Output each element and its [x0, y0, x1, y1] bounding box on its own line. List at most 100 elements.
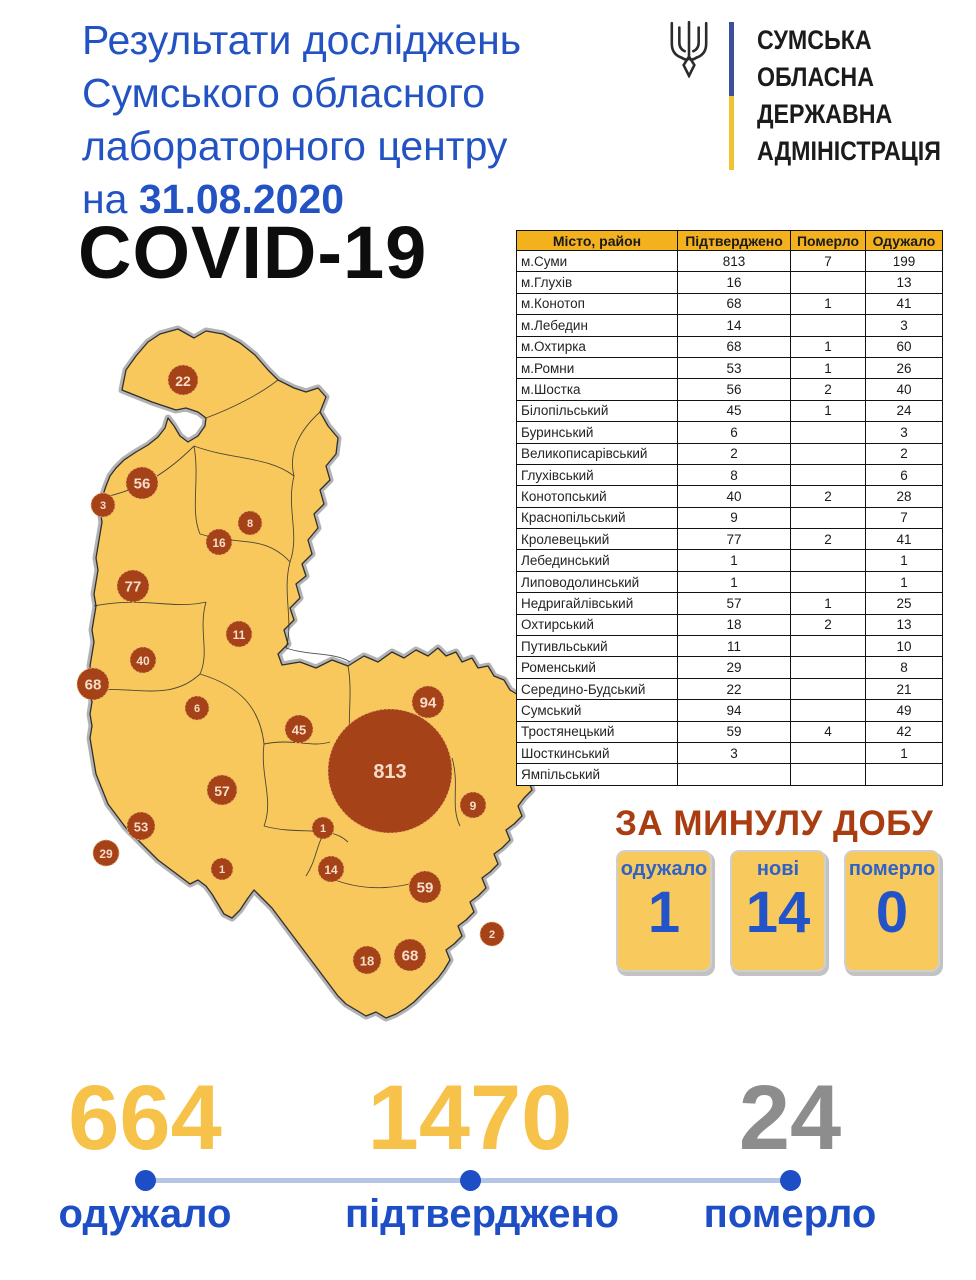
daily-card-value: 1	[647, 880, 681, 945]
table-cell-value: 1	[865, 741, 943, 765]
map-marker-circle	[459, 791, 487, 819]
table-cell-district: Буринський	[516, 421, 678, 444]
table-row: м.Суми 813 7 199	[516, 249, 943, 273]
table-cell-value: 6	[677, 421, 791, 444]
table-cell-value	[865, 763, 943, 786]
table-cell-value	[790, 635, 866, 658]
table-cell-value: 60	[865, 335, 943, 358]
map-marker-circle	[90, 492, 116, 518]
map-marker-circle	[205, 528, 233, 556]
table-cell-value	[790, 677, 866, 701]
map-marker-circle	[184, 695, 210, 721]
map-marker-value: 11	[233, 628, 246, 642]
table-cell-value: 1	[865, 549, 943, 572]
map-marker-circle	[352, 945, 382, 975]
table-row: Сумський 94 49	[516, 699, 943, 722]
table-cell-value: 13	[865, 613, 943, 637]
map-marker-value: 59	[417, 880, 434, 897]
table-row: Шосткинський 3 1	[516, 741, 943, 765]
table-cell-district: Ямпільський	[516, 763, 678, 786]
table-cell-value: 56	[677, 378, 791, 401]
date-prefix: на	[82, 176, 139, 222]
table-cell-district: Липоводолинський	[516, 570, 678, 594]
table-cell-value: 26	[865, 356, 943, 380]
table-cell-district: Охтирський	[516, 613, 678, 637]
covid-table: Місто, район Підтверджено Померло Одужал…	[516, 230, 943, 786]
map-marker-value: 77	[125, 579, 142, 596]
table-cell-value: 11	[677, 635, 791, 658]
table-cell-district: м.Лебедин	[516, 314, 678, 337]
table-cell-value	[677, 763, 791, 786]
table-cell-value: 41	[865, 528, 943, 551]
flag-bar-yellow	[729, 96, 734, 170]
table-cell-district: Конотопський	[516, 485, 678, 508]
map-marker-circle	[311, 816, 335, 840]
map-marker-circle	[479, 921, 505, 947]
map-marker-circle	[116, 569, 150, 603]
table-cell-district: Білопільський	[516, 399, 678, 423]
table-cell-value: 49	[865, 699, 943, 722]
org-line-1: СУМСЬКА	[757, 25, 872, 55]
table-cell-value	[790, 570, 866, 594]
table-header-died: Померло	[790, 230, 866, 251]
total-recovered-value: 664	[68, 1067, 222, 1169]
map-region-shape	[89, 328, 541, 1019]
table-cell-value: 28	[865, 485, 943, 508]
daily-card-label: померло	[848, 858, 936, 880]
table-cell-value: 94	[677, 699, 791, 722]
map-marker-circle	[206, 774, 238, 806]
table-cell-value: 68	[677, 335, 791, 358]
map-marker-value: 14	[324, 863, 338, 877]
table-header-district: Місто, район	[516, 230, 678, 251]
table-cell-district: м.Суми	[516, 249, 678, 273]
table-cell-value: 18	[677, 613, 791, 637]
title-line-2: Сумського обласного	[82, 70, 486, 116]
map-marker-value: 6	[194, 703, 200, 715]
table-cell-district: Шосткинський	[516, 741, 678, 765]
table-row: Краснопільський 9 7	[516, 506, 943, 530]
table-cell-value	[790, 271, 866, 294]
table-cell-value: 2	[790, 613, 866, 637]
daily-card-new: нові 14	[730, 850, 826, 972]
table-cell-value: 3	[865, 421, 943, 444]
table-row: м.Глухів 16 13	[516, 271, 943, 294]
map-markers: 22 56 3 8 16 77 11 40 68 6 45 94 813 57 9 1 53 29 1 14 59 2 18…	[76, 364, 505, 975]
map-marker-value: 40	[136, 654, 150, 668]
table-cell-value: 2	[790, 485, 866, 508]
table-cell-district: м.Шостка	[516, 378, 678, 401]
table-cell-district: Глухівський	[516, 463, 678, 487]
table-cell-value: 40	[677, 485, 791, 508]
table-cell-value	[790, 741, 866, 765]
table-cell-value: 57	[677, 592, 791, 615]
map-marker-value: 813	[373, 761, 406, 783]
table-cell-value: 2	[790, 378, 866, 401]
table-row: Путивльський 11 10	[516, 635, 943, 658]
table-cell-value: 25	[865, 592, 943, 615]
map-marker-value: 56	[134, 476, 151, 493]
table-cell-value: 8	[677, 463, 791, 487]
table-cell-value	[790, 463, 866, 487]
daily-cards: одужало 1 нові 14 померло 0	[616, 850, 940, 972]
map-marker-circle	[317, 855, 345, 883]
total-confirmed: 1470 підтверджено	[345, 1072, 619, 1237]
map-marker-circle	[129, 646, 157, 674]
total-died: 24 померло	[680, 1072, 900, 1237]
table-row: Буринський 6 3	[516, 421, 943, 444]
table-cell-value: 3	[677, 741, 791, 765]
map-marker-circle	[76, 667, 110, 701]
table-cell-value: 1	[677, 570, 791, 594]
table-cell-value: 2	[677, 442, 791, 465]
table-cell-value: 1	[790, 292, 866, 316]
table-cell-value: 10	[865, 635, 943, 658]
table-cell-value: 41	[865, 292, 943, 316]
table-row: Глухівський 8 6	[516, 463, 943, 487]
table-cell-district: Недригайлівський	[516, 592, 678, 615]
table-cell-district: м.Конотоп	[516, 292, 678, 316]
table-row: Кролевецький 77 2 41	[516, 528, 943, 551]
table-cell-value: 29	[677, 656, 791, 679]
table-row: Білопільський 45 1 24	[516, 399, 943, 423]
table-cell-value	[790, 442, 866, 465]
covid-table-header: Місто, район Підтверджено Померло Одужал…	[516, 230, 943, 251]
table-row: Недригайлівський 57 1 25	[516, 592, 943, 615]
table-cell-district: Лебединський	[516, 549, 678, 572]
